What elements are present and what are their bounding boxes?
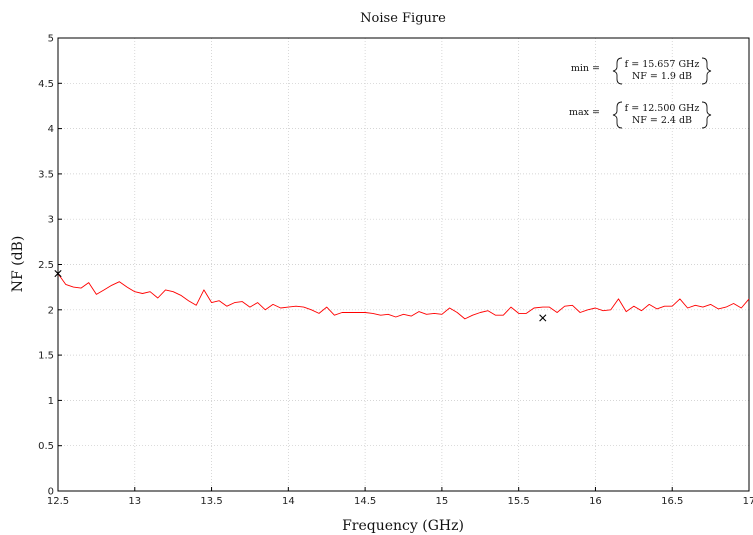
marker-stroke [54,269,62,278]
min-annotation-left-brace [612,57,623,85]
y-tick-label: 1 [48,396,54,407]
x-axis-label: Frequency (GHz) [342,518,464,534]
x-tick-label: 14 [282,496,295,507]
max-marker [54,269,62,278]
grid-lines [58,38,749,491]
y-tick-label: 4.5 [38,79,54,90]
max-annotation-nf: NF = 2.4 dB [632,115,692,126]
y-tick-label: 0 [48,487,54,498]
x-tick-label: 17 [743,496,753,507]
x-tick-label: 16 [589,496,602,507]
min-annotation-label: min = [571,63,600,74]
x-tick-label: 13.5 [200,496,222,507]
y-axis-ticks: 0 0.5 1 1.5 2 2.5 3 3.5 4 4.5 5 [38,34,62,498]
max-annotation-left-brace [612,101,623,129]
x-tick-label: 15.5 [508,496,530,507]
max-annotation-frequency: f = 12.500 GHz [625,103,700,114]
min-annotation-frequency: f = 15.657 GHz [625,59,700,70]
marker-stroke [539,314,547,322]
min-marker [539,314,547,322]
x-tick-label: 16.5 [661,496,683,507]
y-tick-label: 5 [48,34,54,45]
y-tick-label: 2 [48,305,54,316]
x-tick-label: 13 [128,496,141,507]
max-annotation: max = f = 12.500 GHz NF = 2.4 dB [569,101,712,129]
y-axis-label: NF (dB) [10,236,26,293]
marker-group [54,269,547,322]
min-annotation: min = f = 15.657 GHz NF = 1.9 dB [571,57,712,85]
x-tick-label: 15 [436,496,449,507]
noise-figure-line [57,273,750,320]
chart-title: Noise Figure [360,11,446,26]
series-group [57,273,750,320]
min-annotation-nf: NF = 1.9 dB [632,71,692,82]
x-axis-ticks: 12.5 13 13.5 14 14.5 15 15.5 16 16.5 17 [47,487,753,507]
y-tick-label: 4 [48,124,54,135]
x-tick-label: 14.5 [354,496,376,507]
y-tick-label: 1.5 [38,351,54,362]
max-annotation-label: max = [569,107,600,118]
y-tick-label: 3 [48,215,54,226]
y-tick-label: 3.5 [38,169,54,180]
min-annotation-right-brace [701,57,712,85]
y-tick-label: 2.5 [38,260,54,271]
y-tick-label: 0.5 [38,441,54,452]
x-tick-label: 12.5 [47,496,69,507]
max-annotation-right-brace [701,101,712,129]
